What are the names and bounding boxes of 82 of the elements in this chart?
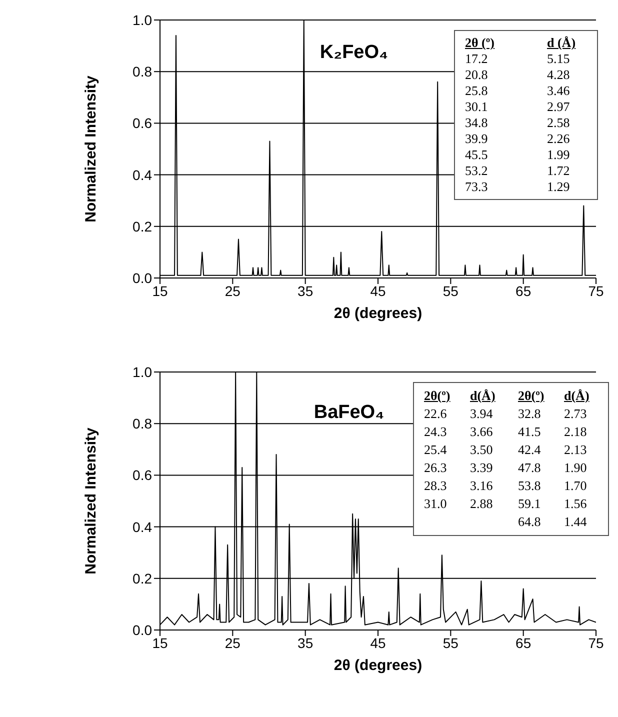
annotation: 64.8 bbox=[518, 513, 542, 531]
annotation: d (Å) bbox=[547, 35, 577, 51]
x-tick-label: 25 bbox=[224, 634, 241, 651]
annotation: 2.73 bbox=[564, 405, 588, 423]
annotation: 2.13 bbox=[564, 441, 588, 459]
x-tick-label: 35 bbox=[298, 282, 314, 299]
annotation: 3.50 bbox=[470, 441, 494, 459]
annotation: 25.4 bbox=[424, 441, 448, 459]
annotation: 45.5 bbox=[465, 147, 489, 163]
x-tick-label: 65 bbox=[516, 282, 532, 299]
annotation: 1.56 bbox=[564, 495, 588, 513]
annotation: 59.1 bbox=[518, 495, 542, 513]
x-tick-label: 75 bbox=[588, 282, 604, 299]
annotation: 1.72 bbox=[547, 163, 571, 179]
annotation: 4.28 bbox=[547, 67, 571, 83]
annotation: 73.3 bbox=[465, 179, 489, 195]
annotation: 20.8 bbox=[465, 67, 489, 83]
x-tick-label: 65 bbox=[516, 634, 532, 651]
y-tick-label: 0.8 bbox=[132, 64, 152, 80]
y-tick-label: 1.0 bbox=[132, 12, 152, 28]
annotation: 47.8 bbox=[518, 459, 542, 477]
annotation: 24.3 bbox=[424, 423, 448, 441]
x-tick-label: 15 bbox=[152, 282, 168, 299]
annotation: 31.0 bbox=[424, 495, 448, 513]
annotation: 3.46 bbox=[547, 83, 571, 99]
annotation: 39.9 bbox=[465, 131, 489, 147]
annotation: d(Å) bbox=[564, 387, 590, 405]
annotation: 3.16 bbox=[470, 477, 494, 495]
y-axis-title: Normalized Intensity bbox=[82, 74, 100, 222]
y-tick-label: 0.4 bbox=[132, 518, 152, 535]
annotation: 3.39 bbox=[470, 459, 494, 477]
annotation: 1.70 bbox=[564, 477, 588, 495]
annotation: 25.8 bbox=[465, 83, 489, 99]
y-tick-label: 0.4 bbox=[132, 166, 152, 183]
y-tick-label: 1.0 bbox=[132, 364, 152, 380]
annotation: 5.15 bbox=[547, 51, 571, 67]
annotation: 17.2 bbox=[465, 51, 489, 67]
annotation: 26.3 bbox=[424, 459, 448, 477]
y-tick-label: 0.0 bbox=[132, 270, 152, 286]
y-tick-label: 0.0 bbox=[132, 622, 152, 638]
x-tick-label: 15 bbox=[152, 634, 168, 651]
annotation: 2θ(º) bbox=[424, 387, 452, 405]
annotation: 2.88 bbox=[470, 495, 494, 513]
annotation: 22.6 bbox=[424, 405, 448, 423]
annotation: 3.94 bbox=[470, 405, 494, 423]
x-tick-label: 25 bbox=[224, 282, 241, 299]
y-tick-label: 0.2 bbox=[132, 570, 152, 586]
x-axis-title: 2θ (degrees) bbox=[334, 657, 422, 674]
annotation: 2.18 bbox=[564, 423, 588, 441]
annotation: 32.8 bbox=[518, 405, 542, 423]
y-tick-label: 0.6 bbox=[132, 115, 152, 132]
annotation: 53.8 bbox=[518, 477, 542, 495]
x-tick-label: 45 bbox=[370, 282, 386, 299]
annotation: 2.26 bbox=[547, 131, 571, 147]
x-tick-label: 75 bbox=[588, 634, 604, 651]
annotation: 2.97 bbox=[547, 99, 571, 115]
y-tick-label: 0.2 bbox=[132, 218, 152, 234]
annotation: 2θ (º) bbox=[465, 35, 496, 51]
x-axis-title: 2θ (degrees) bbox=[334, 305, 422, 322]
annotation: 1.99 bbox=[547, 147, 571, 163]
annotation: d(Å) bbox=[470, 387, 496, 405]
annotation: 3.66 bbox=[470, 423, 494, 441]
annotation: 42.4 bbox=[518, 441, 542, 459]
annotation: 1.29 bbox=[547, 179, 571, 195]
x-tick-label: 55 bbox=[442, 634, 459, 651]
text: BaFeO₄ bbox=[314, 402, 384, 423]
x-tick-label: 45 bbox=[370, 634, 386, 651]
annotation: 1.90 bbox=[564, 459, 588, 477]
y-axis-title: Normalized Intensity bbox=[82, 426, 100, 574]
x-tick-label: 55 bbox=[442, 282, 459, 299]
annotation: 2.58 bbox=[547, 115, 571, 131]
annotation: 1.44 bbox=[564, 513, 588, 531]
annotation: 53.2 bbox=[465, 163, 489, 179]
y-tick-label: 0.8 bbox=[132, 416, 152, 432]
annotation: 28.3 bbox=[424, 477, 448, 495]
annotation: 41.5 bbox=[518, 423, 542, 441]
annotation: 34.8 bbox=[465, 115, 489, 131]
annotation: 2θ(º) bbox=[518, 387, 546, 405]
x-tick-label: 35 bbox=[298, 634, 314, 651]
annotation: 30.1 bbox=[465, 99, 489, 115]
text: K₂FeO₄ bbox=[318, 42, 390, 64]
y-tick-label: 0.6 bbox=[132, 467, 152, 484]
